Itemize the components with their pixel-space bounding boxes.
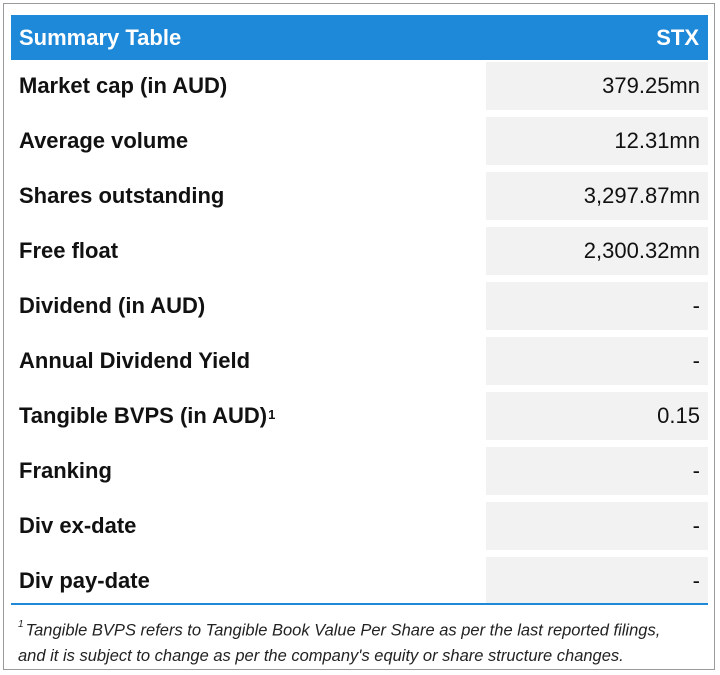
- summary-rows: Market cap (in AUD) 379.25mn Average vol…: [11, 62, 708, 612]
- ticker-symbol: STX: [656, 24, 699, 50]
- table-row: Tangible BVPS (in AUD) 1 0.15: [11, 392, 708, 440]
- row-value: 2,300.32mn: [486, 227, 708, 275]
- row-value: 0.15: [486, 392, 708, 440]
- row-label: Div pay-date: [19, 568, 150, 593]
- footnote-marker: 1: [268, 406, 276, 422]
- row-value: 3,297.87mn: [486, 172, 708, 220]
- table-row: Market cap (in AUD) 379.25mn: [11, 62, 708, 110]
- row-value: -: [486, 557, 708, 605]
- footnote-line-1: 1 Tangible BVPS refers to Tangible Book V…: [18, 614, 708, 644]
- footnote: 1 Tangible BVPS refers to Tangible Book V…: [18, 614, 708, 669]
- row-label: Franking: [19, 458, 112, 483]
- table-row: Div pay-date -: [11, 557, 708, 605]
- row-value: -: [486, 447, 708, 495]
- table-title: Summary Table: [19, 24, 182, 50]
- table-header: Summary Table STX: [11, 15, 708, 60]
- divider: [11, 603, 708, 605]
- row-value: -: [486, 502, 708, 550]
- row-label-text: Tangible BVPS (in AUD): [19, 403, 268, 428]
- row-value: 379.25mn: [486, 62, 708, 110]
- row-label: Shares outstanding: [19, 183, 225, 208]
- table-row: Franking -: [11, 447, 708, 495]
- row-label: Free float: [19, 238, 119, 263]
- footnote-text-1: Tangible BVPS refers to Tangible Book Va…: [25, 621, 661, 640]
- row-label: Market cap (in AUD): [19, 73, 228, 98]
- footnote-marker: 1: [18, 619, 24, 630]
- row-label: Tangible BVPS (in AUD) 1: [11, 392, 486, 440]
- table-row: Div ex-date -: [11, 502, 708, 550]
- row-label: Dividend (in AUD): [19, 293, 206, 318]
- footnote-line-2: and it is subject to change as per the c…: [18, 646, 624, 665]
- row-value: -: [486, 337, 708, 385]
- row-value: 12.31mn: [486, 117, 708, 165]
- row-label: Average volume: [19, 128, 189, 153]
- row-value: -: [486, 282, 708, 330]
- table-row: Annual Dividend Yield -: [11, 337, 708, 385]
- row-label: Annual Dividend Yield: [19, 348, 251, 373]
- table-row: Shares outstanding 3,297.87mn: [11, 172, 708, 220]
- row-label: Div ex-date: [19, 513, 137, 538]
- table-row: Free float 2,300.32mn: [11, 227, 708, 275]
- table-row: Dividend (in AUD) -: [11, 282, 708, 330]
- table-row: Average volume 12.31mn: [11, 117, 708, 165]
